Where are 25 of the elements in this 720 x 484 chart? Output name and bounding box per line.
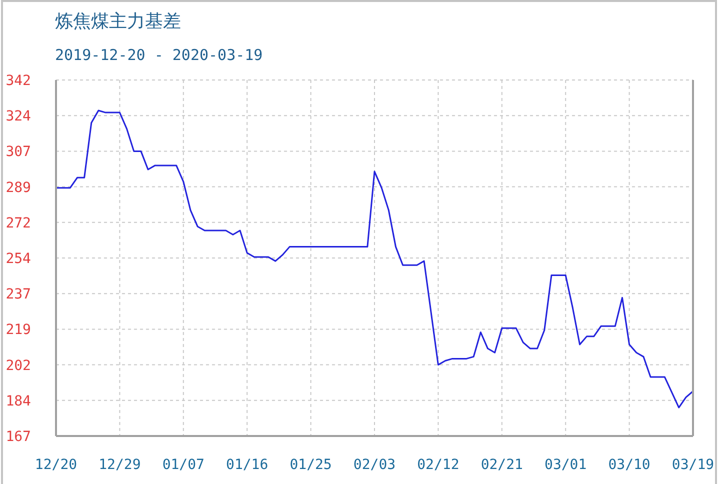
x-tick-label: 01/07: [162, 457, 204, 473]
y-tick-label: 342: [6, 73, 31, 89]
x-tick-label: 01/25: [290, 457, 332, 473]
chart-title: 炼焦煤主力基差: [55, 10, 181, 34]
y-tick-label: 184: [6, 393, 31, 410]
y-tick-label: 202: [6, 358, 31, 374]
y-tick-label: 307: [6, 144, 31, 160]
y-tick-label: 324: [6, 108, 31, 125]
x-tick-label: 02/21: [480, 457, 523, 473]
x-tick-label: 03/01: [544, 457, 587, 473]
y-tick-label: 167: [6, 429, 31, 445]
y-tick-label: 237: [6, 286, 31, 303]
x-tick-label: 03/19: [672, 457, 714, 473]
x-tick-label: 03/10: [608, 457, 650, 473]
x-tick-label: 02/03: [353, 457, 396, 473]
x-tick-label: 12/29: [98, 457, 141, 473]
y-tick-label: 219: [6, 322, 31, 338]
y-tick-label: 272: [6, 215, 31, 232]
x-tick-label: 02/12: [417, 457, 460, 473]
chart-subtitle: 2019-12-20 - 2020-03-19: [55, 45, 263, 66]
x-tick-label: 01/16: [226, 457, 268, 473]
line-series: [56, 110, 693, 408]
y-tick-label: 254: [6, 251, 31, 267]
x-tick-label: 12/20: [34, 457, 78, 473]
y-tick-label: 289: [6, 180, 31, 196]
